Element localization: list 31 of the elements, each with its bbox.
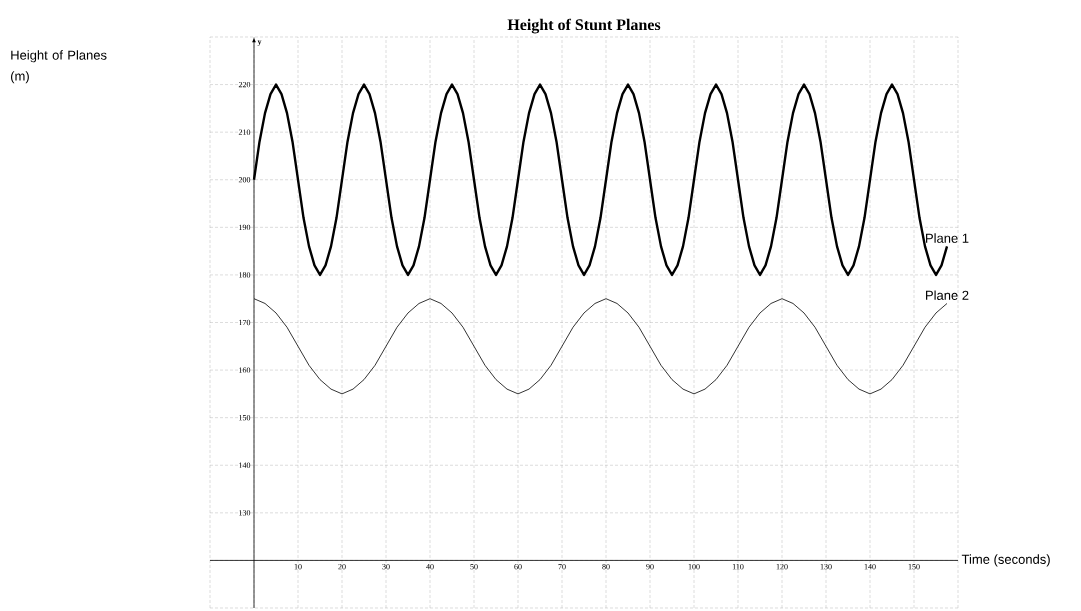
y-tick-label: 220 — [238, 81, 251, 88]
y-tick-label: 160 — [239, 367, 251, 373]
x-tick-label: 100 — [688, 563, 700, 570]
x-tick-label: 60 — [514, 563, 522, 570]
y-tick-label: 170 — [239, 319, 251, 326]
series-label: Plane 1 — [926, 233, 969, 243]
x-tick-label: 80 — [602, 563, 610, 570]
y-tick-label: 180 — [239, 272, 251, 278]
x-tick-label: 40 — [426, 563, 434, 570]
y-tick-label: 140 — [239, 462, 251, 468]
x-tick-label: 30 — [382, 563, 390, 570]
x-tick-label: 130 — [820, 563, 832, 570]
x-tick-label: 20 — [338, 563, 346, 570]
y-tick-label: 150 — [239, 414, 251, 421]
x-tick-label: 150 — [908, 563, 920, 570]
x-tick-label: 120 — [776, 563, 788, 570]
series-label: Plane 2 — [926, 290, 969, 300]
chart-title: Height of Stunt Planes — [507, 18, 661, 34]
annotation: y — [257, 40, 262, 46]
x-tick-label: 70 — [558, 563, 566, 570]
x-tick-label: 110 — [732, 563, 744, 570]
x-tick-label: 140 — [864, 563, 876, 570]
x-tick-label: 90 — [646, 563, 654, 570]
x-axis-title: Time (seconds) — [961, 554, 1050, 567]
x-tick-label: 50 — [470, 563, 478, 570]
y-tick-label: 200 — [238, 176, 251, 183]
y-tick-label: 130 — [239, 509, 251, 516]
text: Height of Planes (m) — [11, 50, 107, 84]
y-tick-label: 190 — [239, 224, 251, 230]
y-tick-label: 210 — [238, 129, 251, 135]
x-tick-label: 10 — [294, 563, 302, 570]
